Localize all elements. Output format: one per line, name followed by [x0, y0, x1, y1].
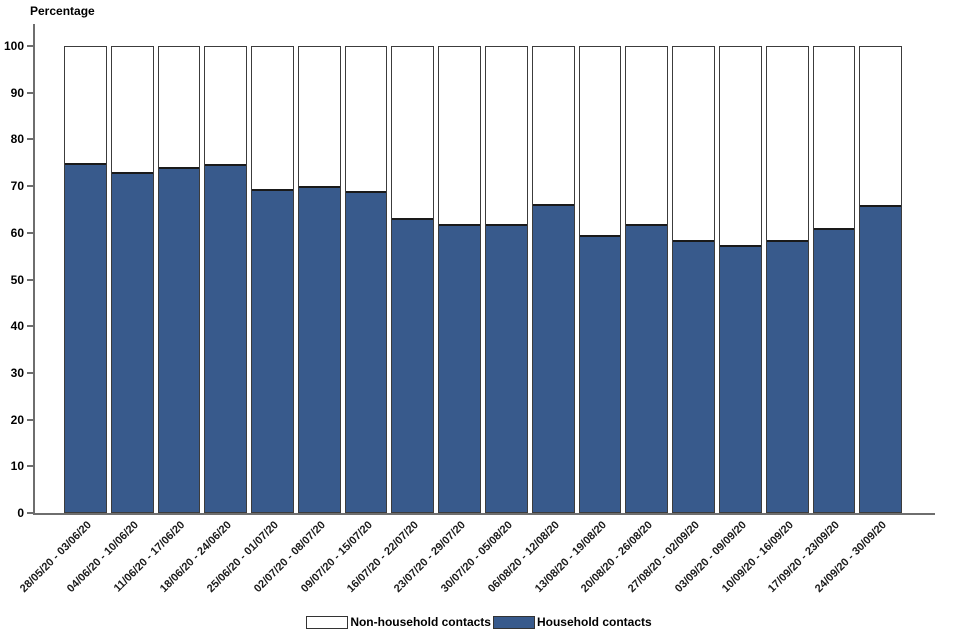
- bar-household-segment: [252, 189, 293, 512]
- y-tick-mark: [27, 418, 33, 421]
- legend-label-household: Household contacts: [536, 615, 652, 629]
- y-tick-label: 100: [3, 39, 24, 53]
- bar: 04/06/20 - 10/06/20: [65, 46, 154, 595]
- bar: 11/06/20 - 17/06/20: [112, 46, 201, 595]
- y-tick-mark: [27, 138, 33, 141]
- bar: 03/09/20 - 09/09/20: [673, 46, 762, 595]
- y-tick-mark: [27, 325, 33, 328]
- y-tick-mark: [27, 185, 33, 188]
- bar: 16/07/20 - 22/07/20: [345, 46, 435, 595]
- y-tick-mark: [27, 45, 33, 47]
- bar-household-segment: [205, 164, 247, 512]
- y-tick-label: 30: [10, 365, 24, 380]
- bar-household-segment: [813, 228, 855, 512]
- bar: 18/06/20 - 24/06/20: [158, 46, 248, 595]
- y-tick-label: 20: [10, 412, 24, 427]
- y-tick-mark: [27, 465, 33, 468]
- bar-household-segment: [532, 203, 574, 512]
- plot-area: 28/05/20 - 03/06/20 04/06/20 - 10/06/20 11…: [18, 46, 903, 595]
- bar-household-segment: [579, 235, 621, 512]
- y-tick-label: 60: [10, 225, 24, 240]
- bar-household-segment: [111, 172, 153, 512]
- y-tick-mark: [27, 91, 33, 94]
- y-tick-mark: [27, 371, 33, 374]
- bar: 10/09/20 - 16/09/20: [720, 46, 809, 595]
- bar-household-segment: [719, 245, 761, 512]
- legend-swatch-household: [492, 615, 535, 629]
- bar: 23/07/20 - 29/07/20: [392, 46, 482, 595]
- bar-household-segment: [65, 163, 106, 512]
- y-tick-mark: [27, 278, 33, 281]
- y-tick-label: 40: [10, 319, 24, 334]
- bar: 24/09/20 - 30/09/20: [813, 46, 903, 595]
- legend-swatch-non-household: [306, 615, 349, 629]
- y-tick-label: 50: [10, 272, 24, 287]
- y-tick-label: 80: [10, 132, 24, 147]
- y-tick-mark: [27, 512, 33, 514]
- bar-household-segment: [158, 166, 200, 512]
- y-tick-mark: [27, 231, 33, 234]
- bar: 25/06/20 - 01/07/20: [205, 46, 294, 595]
- bar-household-segment: [860, 204, 902, 512]
- bar-household-segment: [298, 185, 340, 512]
- bar: 09/07/20 - 15/07/20: [299, 46, 388, 595]
- y-tick-label: 70: [10, 179, 24, 194]
- bar-household-segment: [486, 223, 527, 512]
- legend-label-non-household: Non-household contacts: [350, 615, 491, 629]
- bar-household-segment: [766, 239, 808, 512]
- y-tick-label: 0: [17, 506, 24, 520]
- bar: 13/08/20 - 19/08/20: [533, 46, 622, 595]
- y-tick-label: 10: [10, 459, 24, 474]
- bar: 06/08/20 - 12/08/20: [486, 46, 575, 595]
- y-axis-title: Percentage: [30, 4, 95, 18]
- bar: 02/07/20 - 08/07/20: [252, 46, 341, 595]
- x-axis-line: [33, 513, 935, 515]
- bar-household-segment: [626, 223, 668, 512]
- y-axis-ticks: 0 10 20 30 40 50 60 70 80 90 100: [0, 39, 33, 520]
- bar: 28/05/20 - 03/06/20: [18, 46, 107, 595]
- bar: 27/08/20 - 02/09/20: [626, 46, 715, 595]
- legend: Non-household contacts Household contact…: [0, 615, 960, 629]
- bar-household-segment: [439, 224, 481, 512]
- bar: 30/07/20 - 05/08/20: [439, 46, 528, 595]
- bar: 20/08/20 - 26/08/20: [579, 46, 669, 595]
- y-axis-line: [33, 24, 35, 514]
- y-tick-label: 90: [10, 85, 24, 100]
- bar-household-segment: [345, 191, 387, 512]
- bar: 17/09/20 - 23/09/20: [766, 46, 856, 595]
- bar-household-segment: [392, 217, 434, 512]
- bar-household-segment: [673, 239, 714, 512]
